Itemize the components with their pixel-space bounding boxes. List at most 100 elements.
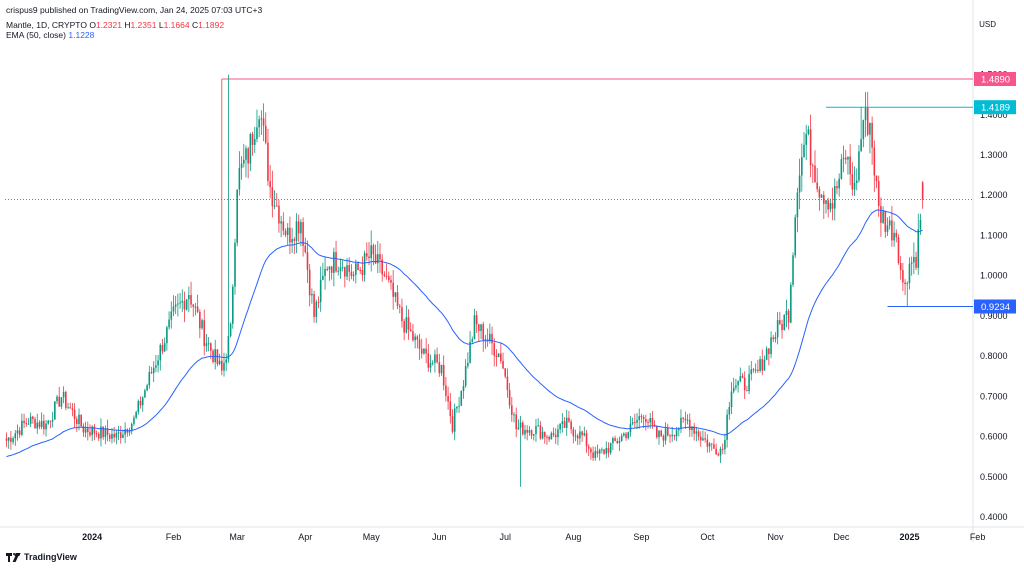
candle-body (583, 433, 586, 436)
candle-body (836, 186, 838, 189)
candle-body (702, 438, 704, 441)
candle-body (45, 423, 47, 430)
candle-body (640, 416, 643, 418)
candle-body (607, 447, 610, 453)
tradingview-logo[interactable]: TradingView (6, 552, 77, 562)
candle-body (858, 151, 860, 181)
candle-body (469, 341, 471, 363)
candle-body (113, 433, 115, 438)
candle-body (763, 359, 766, 371)
candle-body (194, 306, 197, 308)
candle-body (781, 323, 783, 331)
ema-legend-line[interactable]: EMA (50, close) 1.1228 (6, 30, 94, 40)
candle-body (148, 372, 151, 386)
candle-body (770, 337, 772, 355)
candle-body (675, 430, 678, 437)
candle-body (337, 271, 340, 273)
y-tick-label: 0.8000 (980, 351, 1008, 361)
candle-body (282, 221, 285, 231)
ema-label: EMA (50, close) (6, 30, 66, 40)
candle-body (798, 175, 801, 193)
x-tick-label: Apr (298, 532, 312, 542)
candle-body (803, 144, 805, 158)
candle-body (779, 320, 781, 324)
candle-body (414, 336, 416, 341)
candle-body (93, 426, 96, 434)
candle-body (311, 293, 313, 296)
candle-body (750, 369, 753, 375)
candle-body (78, 414, 80, 424)
candle-body (447, 395, 449, 402)
low-value: 1.1664 (163, 20, 190, 30)
candle-body (904, 282, 906, 285)
candle-body (372, 245, 375, 255)
candle-body (893, 232, 895, 241)
candle-body (519, 422, 522, 428)
candle-body (227, 336, 230, 360)
level-badge-label: 0.9234 (981, 302, 1010, 313)
candle-body (97, 433, 100, 439)
candle-body (319, 279, 322, 303)
candle-body (119, 432, 122, 438)
candle-body (190, 295, 192, 305)
candle-body (618, 440, 621, 443)
candle-body (225, 359, 227, 363)
candle-body (660, 430, 663, 437)
candle-body (590, 448, 592, 453)
candle-body (449, 401, 452, 417)
candle-body (504, 368, 507, 377)
candle-body (267, 142, 269, 182)
candle-body (585, 433, 588, 447)
currency-label[interactable]: USD (979, 20, 996, 29)
candle-body (860, 139, 862, 152)
candle-body (218, 360, 221, 364)
candle-body (768, 348, 770, 355)
candle-body (601, 449, 603, 451)
candle-body (172, 306, 175, 312)
candle-body (609, 443, 612, 453)
candle-body (355, 263, 357, 275)
candle-body (730, 391, 733, 408)
candle-body (594, 451, 597, 458)
candle-body (913, 257, 915, 263)
candle-body (306, 252, 309, 270)
candle-body (445, 385, 447, 396)
high-label: H (124, 20, 131, 30)
candle-body (130, 423, 133, 432)
candle-body (152, 367, 155, 374)
candle-body (324, 268, 326, 276)
candle-body (135, 412, 137, 418)
candle-body (565, 417, 568, 428)
candle-body (748, 374, 750, 392)
candle-body (919, 219, 922, 230)
candle-body (339, 267, 342, 272)
candle-body (278, 205, 280, 224)
high-value: 1.2351 (130, 20, 157, 30)
candle-body (229, 323, 232, 337)
candle-body (596, 451, 599, 454)
candle-body (754, 369, 757, 371)
candle-body (117, 432, 120, 434)
candle-body (471, 339, 474, 342)
candle-body (280, 221, 282, 224)
candle-body (10, 437, 12, 443)
candle-body (673, 434, 676, 437)
candle-body (704, 438, 706, 440)
candle-body (300, 222, 302, 234)
candle-body (629, 423, 632, 433)
candle-body (453, 408, 456, 432)
candle-body (761, 359, 764, 371)
candle-body (440, 364, 443, 374)
candle-body (908, 263, 911, 284)
y-tick-label: 1.2000 (980, 190, 1008, 200)
candle-body (73, 409, 76, 420)
candle-body (548, 436, 550, 440)
candle-body (199, 311, 201, 329)
symbol-title[interactable]: Mantle, 1D, CRYPTO (6, 20, 87, 30)
candle-body (842, 157, 845, 160)
candle-body (166, 327, 168, 344)
candle-body (537, 425, 539, 427)
candle-body (179, 302, 181, 304)
candle-body (150, 372, 153, 374)
